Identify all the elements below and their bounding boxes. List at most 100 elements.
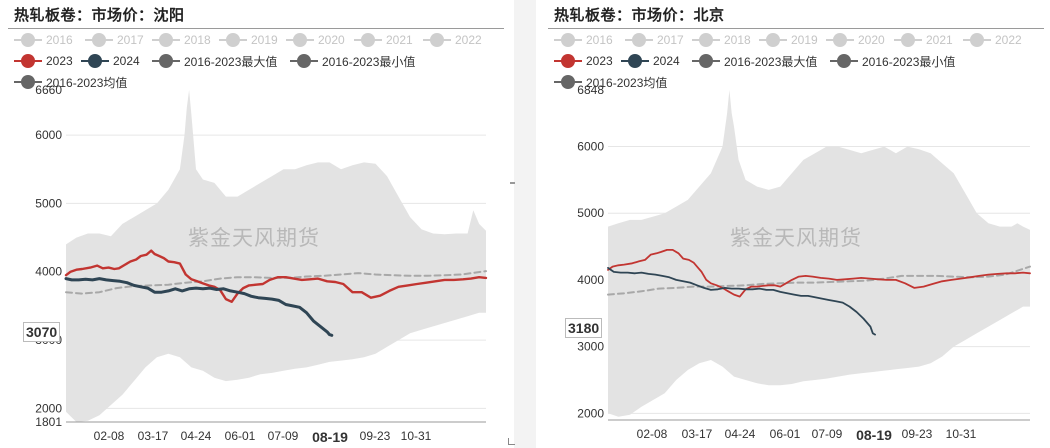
x-tick-label: 03-17 xyxy=(682,427,713,441)
legend-item-2021[interactable]: 2021 xyxy=(894,32,953,48)
legend-symbol-icon xyxy=(219,33,247,47)
legend-label: 2019 xyxy=(791,33,818,47)
legend-label: 2021 xyxy=(926,33,953,47)
legend-label: 2016-2023均值 xyxy=(586,75,668,90)
legend-item-2020[interactable]: 2020 xyxy=(286,32,345,48)
x-tick-label: 09-23 xyxy=(360,429,391,443)
legend-label: 2018 xyxy=(184,33,211,47)
legend-symbol-icon xyxy=(152,54,180,68)
legend-item-2024[interactable]: 2024 xyxy=(81,53,140,69)
legend-symbol-icon xyxy=(81,54,109,68)
chart-title: 热轧板卷：市场价：北京 xyxy=(554,6,725,24)
legend-item-2018[interactable]: 2018 xyxy=(152,32,211,48)
legend-item-2016[interactable]: 2016 xyxy=(14,32,73,48)
series-line-avg xyxy=(607,265,1031,296)
legend-label: 2017 xyxy=(657,33,684,47)
x-tick-label: 04-24 xyxy=(181,429,212,443)
legend-label: 2016 xyxy=(586,33,613,47)
x-tick-label: 03-17 xyxy=(138,429,169,443)
y-min-label: 1801 xyxy=(35,415,62,429)
series-line-2023 xyxy=(64,249,488,303)
legend-label: 2023 xyxy=(46,54,73,68)
x-tick-label: 04-24 xyxy=(725,427,756,441)
series-line-2024 xyxy=(607,266,877,336)
legend-label: 2024 xyxy=(113,54,140,68)
legend-symbol-icon xyxy=(830,54,858,68)
legend-symbol-icon xyxy=(554,75,582,89)
legend-label: 2021 xyxy=(386,33,413,47)
legend-item-2024[interactable]: 2024 xyxy=(621,53,680,69)
title-divider xyxy=(8,28,504,29)
legend-label: 2022 xyxy=(995,33,1022,47)
chart-panel-shenyang: 热轧板卷：市场价：沈阳 2016 2017 2018 2019 2020 202… xyxy=(0,0,510,448)
y-tick-label: 4000 xyxy=(35,265,62,279)
legend-item-2017[interactable]: 2017 xyxy=(625,32,684,48)
series-line-2024 xyxy=(64,277,334,337)
legend-label: 2020 xyxy=(318,33,345,47)
last-value-label: 3180 xyxy=(565,318,603,338)
resize-handle-icon[interactable] xyxy=(508,438,515,445)
x-tick-highlight-bg xyxy=(852,426,896,444)
legend-item-avg[interactable]: 2016-2023均值 xyxy=(14,74,127,90)
legend-item-2016[interactable]: 2016 xyxy=(554,32,613,48)
y-max-label: 6660 xyxy=(35,83,62,97)
x-tick-label: 02-08 xyxy=(637,427,668,441)
legend-item-2021[interactable]: 2021 xyxy=(354,32,413,48)
y-tick-label: 2000 xyxy=(577,406,604,420)
legend-symbol-icon xyxy=(963,33,991,47)
legend-symbol-icon xyxy=(14,33,42,47)
title-divider xyxy=(548,28,1044,29)
legend-symbol-icon xyxy=(354,33,382,47)
y-tick-label: 6000 xyxy=(577,140,604,154)
legend-label: 2016 xyxy=(46,33,73,47)
legend-symbol-icon xyxy=(826,33,854,47)
legend-label: 2016-2023最小值 xyxy=(322,54,416,69)
legend-item-2017[interactable]: 2017 xyxy=(85,32,144,48)
legend-item-2023[interactable]: 2023 xyxy=(14,53,73,69)
legend-symbol-icon xyxy=(554,54,582,68)
legend-label: 2023 xyxy=(586,54,613,68)
y-tick-label: 4000 xyxy=(577,273,604,287)
legend-label: 2022 xyxy=(455,33,482,47)
divider-tick xyxy=(510,182,515,184)
legend-symbol-icon xyxy=(286,33,314,47)
legend-symbol-icon xyxy=(621,54,649,68)
x-tick-label: 07-09 xyxy=(812,427,843,441)
legend-item-2022[interactable]: 2022 xyxy=(423,32,482,48)
legend-label: 2016-2023均值 xyxy=(46,75,128,90)
x-tick-label: 10-31 xyxy=(401,429,432,443)
legend-item-min[interactable]: 2016-2023最小值 xyxy=(830,53,955,69)
y-tick-label: 6000 xyxy=(35,128,62,142)
y-tick-label: 2000 xyxy=(35,401,62,415)
legend-item-2018[interactable]: 2018 xyxy=(692,32,751,48)
legend-label: 2017 xyxy=(117,33,144,47)
chart-title: 热轧板卷：市场价：沈阳 xyxy=(14,6,185,24)
legend-symbol-icon xyxy=(692,33,720,47)
legend-item-2019[interactable]: 2019 xyxy=(219,32,278,48)
legend-label: 2016-2023最大值 xyxy=(184,54,278,69)
x-tick-label: 08-19 xyxy=(312,429,348,445)
y-tick-label: 5000 xyxy=(35,196,62,210)
x-tick-label: 10-31 xyxy=(946,427,977,441)
series-line-2023 xyxy=(607,248,1031,298)
legend-symbol-icon xyxy=(85,33,113,47)
legend-item-avg[interactable]: 2016-2023均值 xyxy=(554,74,667,90)
x-tick-label: 02-08 xyxy=(94,429,125,443)
legend-label: 2019 xyxy=(251,33,278,47)
last-value-label: 3070 xyxy=(23,322,61,342)
legend-item-max[interactable]: 2016-2023最大值 xyxy=(692,53,817,69)
legend-symbol-icon xyxy=(759,33,787,47)
legend-item-2023[interactable]: 2023 xyxy=(554,53,613,69)
plot-area: 200030004000500060006660180102-0803-1704… xyxy=(35,83,488,446)
legend-item-2019[interactable]: 2019 xyxy=(759,32,818,48)
legend-symbol-icon xyxy=(14,75,42,89)
legend-item-2022[interactable]: 2022 xyxy=(963,32,1022,48)
x-tick-label: 06-01 xyxy=(770,427,801,441)
legend-item-max[interactable]: 2016-2023最大值 xyxy=(152,53,277,69)
legend-item-2020[interactable]: 2020 xyxy=(826,32,885,48)
legend-symbol-icon xyxy=(625,33,653,47)
legend-label: 2016-2023最小值 xyxy=(862,54,956,69)
legend-symbol-icon xyxy=(290,54,318,68)
y-tick-label: 5000 xyxy=(577,206,604,220)
legend-item-min[interactable]: 2016-2023最小值 xyxy=(290,53,415,69)
